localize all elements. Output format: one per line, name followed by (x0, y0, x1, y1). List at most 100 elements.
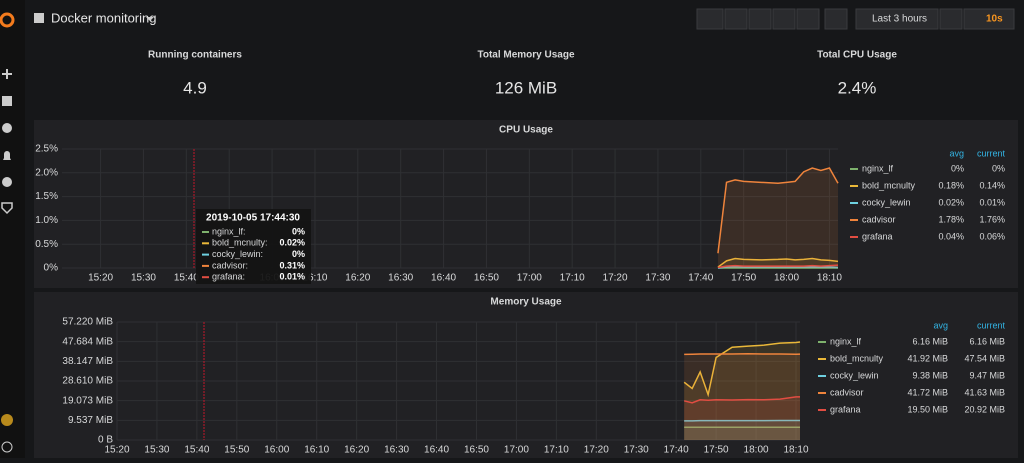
legend-current: 0% (992, 163, 1005, 173)
x-tick-label: 16:20 (344, 445, 369, 456)
legend-current: 9.47 MiB (969, 370, 1005, 380)
legend-current: 0.14% (979, 180, 1005, 190)
x-tick-label: 17:40 (664, 445, 689, 456)
legend-name[interactable]: nginx_lf (830, 336, 862, 346)
y-tick-label: 1.5% (35, 191, 58, 202)
legend-name[interactable]: grafana (862, 231, 893, 241)
x-tick-label: 16:30 (384, 445, 409, 456)
x-tick-label: 15:40 (174, 273, 199, 284)
legend-header: avg (949, 148, 964, 158)
tooltip: 2019-10-05 17:44:30 nginx_lf: 0% bold_mcnul… (196, 209, 311, 284)
x-tick-label: 17:30 (624, 445, 649, 456)
x-tick-label: 16:30 (388, 273, 413, 284)
legend-avg: 0.02% (938, 197, 964, 207)
legend-avg: 1.78% (938, 214, 964, 224)
chart-title: Memory Usage (490, 297, 562, 308)
y-tick-label: 28.610 MiB (62, 376, 113, 387)
stat-title: Total Memory Usage (477, 50, 574, 61)
tooltip-name: nginx_lf: (212, 226, 246, 236)
x-tick-label: 15:40 (184, 445, 209, 456)
x-tick-label: 17:10 (560, 273, 585, 284)
x-tick-label: 17:40 (688, 273, 713, 284)
save-button[interactable] (773, 9, 795, 29)
x-tick-label: 16:40 (424, 445, 449, 456)
legend-name[interactable]: grafana (830, 404, 861, 414)
y-tick-label: 9.537 MiB (68, 415, 113, 426)
tooltip-name: cocky_lewin: (212, 249, 263, 259)
legend-name[interactable]: cadvisor (862, 214, 896, 224)
share-button[interactable] (749, 9, 771, 29)
x-tick-label: 17:10 (544, 445, 569, 456)
legend-header: current (977, 320, 1006, 330)
legend-name[interactable]: bold_mcnulty (862, 180, 916, 190)
tooltip-name: cadvisor: (212, 260, 248, 270)
legend-avg: 41.72 MiB (907, 387, 948, 397)
explore-icon[interactable] (2, 123, 12, 133)
x-tick-label: 15:30 (144, 445, 169, 456)
add-panel-button[interactable] (697, 9, 723, 29)
legend-header: current (977, 148, 1006, 158)
time-range[interactable]: Last 3 hours (872, 14, 927, 25)
legend-name[interactable]: cadvisor (830, 387, 864, 397)
x-tick-label: 17:00 (517, 273, 542, 284)
legend-current: 20.92 MiB (964, 404, 1005, 414)
tooltip-value: 0.31% (279, 260, 305, 270)
x-tick-label: 16:20 (345, 273, 370, 284)
x-tick-label: 17:30 (645, 273, 670, 284)
y-tick-label: 57.220 MiB (62, 317, 113, 328)
y-tick-label: 2.0% (35, 167, 58, 178)
settings-button[interactable] (797, 9, 819, 29)
x-tick-label: 16:40 (431, 273, 456, 284)
y-tick-label: 1.0% (35, 215, 58, 226)
star-button[interactable] (725, 9, 747, 29)
x-tick-label: 18:10 (817, 273, 842, 284)
legend-avg: 9.38 MiB (912, 370, 948, 380)
stat-title: Total CPU Usage (817, 50, 897, 61)
x-tick-label: 17:50 (731, 273, 756, 284)
legend-current: 41.63 MiB (964, 387, 1005, 397)
legend-name[interactable]: cocky_lewin (830, 370, 879, 380)
y-tick-label: 2.5% (35, 144, 58, 155)
x-tick-label: 18:00 (744, 445, 769, 456)
dashboards-icon[interactable] (2, 96, 12, 106)
chart-title: CPU Usage (499, 125, 553, 136)
series-line (684, 354, 800, 355)
tooltip-value: 0.02% (279, 238, 305, 248)
x-tick-label: 15:20 (104, 445, 129, 456)
legend-header: avg (933, 320, 948, 330)
dashboard-title[interactable]: Docker monitoring (51, 10, 157, 25)
zoom-button[interactable] (940, 9, 962, 29)
series-area (684, 397, 800, 440)
stat-value: 2.4% (838, 78, 877, 97)
tooltip-value: 0% (292, 249, 305, 259)
refresh-interval[interactable]: 10s (986, 14, 1003, 25)
legend-current: 47.54 MiB (964, 353, 1005, 363)
y-tick-label: 0% (44, 263, 59, 274)
stat-title: Running containers (148, 50, 242, 61)
stat-value: 126 MiB (495, 78, 557, 97)
stat-value: 4.9 (183, 78, 207, 97)
tooltip-value: 0.01% (279, 272, 305, 282)
user-avatar[interactable] (1, 414, 13, 426)
tooltip-time: 2019-10-05 17:44:30 (206, 213, 300, 224)
legend-avg: 41.92 MiB (907, 353, 948, 363)
x-tick-label: 16:10 (304, 445, 329, 456)
legend-name[interactable]: cocky_lewin (862, 197, 911, 207)
y-tick-label: 0.5% (35, 239, 58, 250)
legend-current: 1.76% (979, 214, 1005, 224)
tv-button[interactable] (825, 9, 847, 29)
legend-name[interactable]: nginx_lf (862, 163, 894, 173)
legend-avg: 0.18% (938, 180, 964, 190)
x-tick-label: 15:50 (224, 445, 249, 456)
legend-avg: 0% (951, 163, 964, 173)
tooltip-name: grafana: (212, 272, 245, 282)
tooltip-name: bold_mcnulty: (212, 238, 268, 248)
config-icon[interactable] (2, 177, 12, 187)
x-tick-label: 18:10 (783, 445, 808, 456)
legend-current: 0.06% (979, 231, 1005, 241)
legend-name[interactable]: bold_mcnulty (830, 353, 884, 363)
tooltip-value: 0% (292, 226, 305, 236)
legend-avg: 0.04% (938, 231, 964, 241)
